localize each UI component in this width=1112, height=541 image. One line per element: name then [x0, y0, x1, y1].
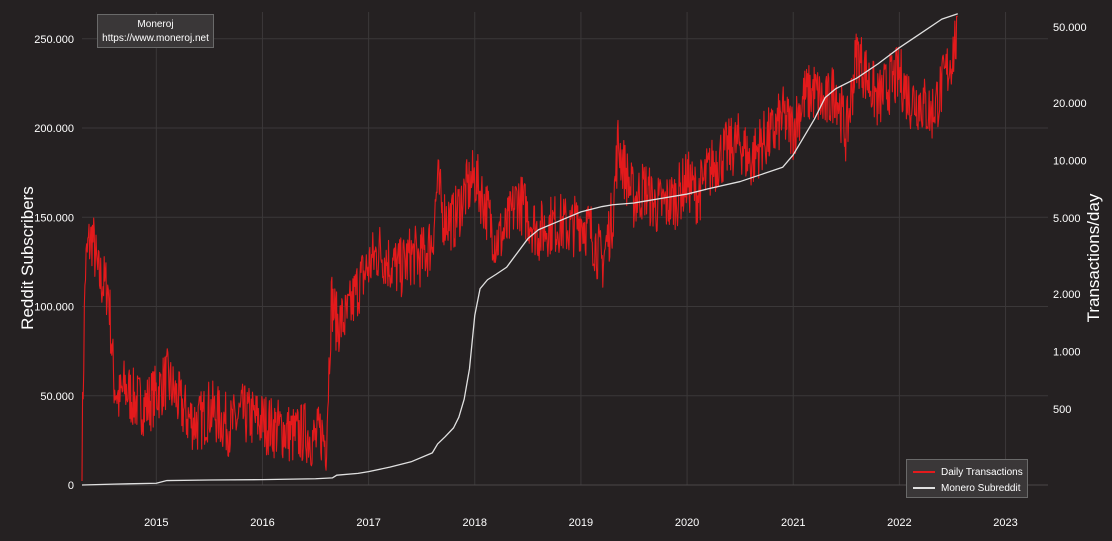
y-left-tick-label: 250.000 — [34, 34, 74, 46]
y-left-tick-label: 100.000 — [34, 302, 74, 314]
legend-label-daily-transactions: Daily Transactions — [941, 466, 1023, 478]
y-left-tick-label: 200.000 — [34, 123, 74, 135]
axis-layer: 2015 2016 2017 2018 2019 2020 2021 2022 2023 0 50.… — [34, 22, 1086, 529]
y-axis-right-label: Transactions/day — [1084, 193, 1103, 322]
x-tick-label: 2019 — [569, 517, 593, 529]
x-tick-label: 2023 — [993, 517, 1017, 529]
grid-layer — [82, 12, 1048, 486]
y-right-tick-label: 10.000 — [1053, 156, 1087, 168]
series-daily-transactions-line — [81, 15, 958, 481]
y-axis-left-label: Reddit Subscribers — [18, 186, 37, 330]
y-left-tick-label: 0 — [68, 480, 74, 492]
legend-swatch-monero-subreddit — [913, 487, 935, 489]
y-left-tick-label: 150.000 — [34, 212, 74, 224]
credit-name: Moneroj — [137, 19, 174, 30]
x-tick-label: 2018 — [463, 517, 487, 529]
legend-item-daily-transactions: Daily Transactions — [913, 464, 1027, 480]
y-right-tick-label: 500 — [1053, 404, 1071, 416]
credit-url: https://www.moneroj.net — [102, 33, 209, 44]
y-right-tick-label: 5.000 — [1053, 213, 1081, 225]
legend: Daily Transactions Monero Subreddit — [906, 459, 1028, 498]
series-monero-subreddit-line — [81, 13, 958, 486]
x-tick-label: 2015 — [144, 517, 168, 529]
y-right-tick-label: 2.000 — [1053, 289, 1081, 301]
y-left-tick-label: 50.000 — [40, 391, 74, 403]
y-right-tick-label: 50.000 — [1053, 22, 1087, 34]
y-right-tick-label: 1.000 — [1053, 347, 1081, 359]
series-layer — [81, 13, 958, 486]
y-right-tick-label: 20.000 — [1053, 98, 1087, 110]
legend-label-monero-subreddit: Monero Subreddit — [941, 482, 1021, 494]
x-tick-label: 2017 — [356, 517, 380, 529]
credit-box: Moneroj https://www.moneroj.net — [97, 14, 214, 48]
x-tick-label: 2020 — [675, 517, 699, 529]
x-tick-label: 2021 — [781, 517, 805, 529]
x-tick-label: 2022 — [887, 517, 911, 529]
legend-swatch-daily-transactions — [913, 471, 935, 473]
legend-item-monero-subreddit: Monero Subreddit — [913, 480, 1027, 496]
x-tick-label: 2016 — [250, 517, 274, 529]
